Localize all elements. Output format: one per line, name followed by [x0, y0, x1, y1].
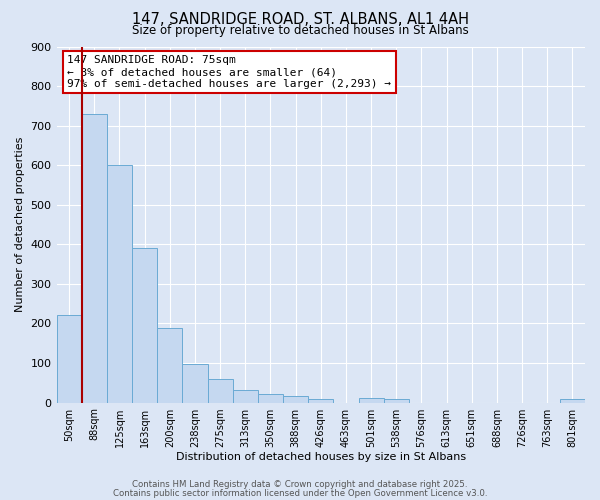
Bar	[308, 400, 334, 402]
Text: 147 SANDRIDGE ROAD: 75sqm
← 3% of detached houses are smaller (64)
97% of semi-d: 147 SANDRIDGE ROAD: 75sqm ← 3% of detach…	[67, 56, 391, 88]
Bar	[359, 398, 383, 402]
Bar	[82, 114, 107, 403]
Bar	[56, 314, 82, 402]
Bar	[182, 364, 208, 403]
Bar	[208, 379, 233, 402]
Text: Contains public sector information licensed under the Open Government Licence v3: Contains public sector information licen…	[113, 488, 487, 498]
Text: 147, SANDRIDGE ROAD, ST. ALBANS, AL1 4AH: 147, SANDRIDGE ROAD, ST. ALBANS, AL1 4AH	[131, 12, 469, 28]
Bar	[560, 400, 585, 402]
Bar	[107, 165, 132, 402]
X-axis label: Distribution of detached houses by size in St Albans: Distribution of detached houses by size …	[176, 452, 466, 462]
Bar	[132, 248, 157, 402]
Bar	[233, 390, 258, 402]
Bar	[157, 328, 182, 402]
Text: Size of property relative to detached houses in St Albans: Size of property relative to detached ho…	[131, 24, 469, 37]
Bar	[258, 394, 283, 402]
Y-axis label: Number of detached properties: Number of detached properties	[15, 137, 25, 312]
Bar	[283, 396, 308, 402]
Text: Contains HM Land Registry data © Crown copyright and database right 2025.: Contains HM Land Registry data © Crown c…	[132, 480, 468, 489]
Bar	[383, 398, 409, 402]
